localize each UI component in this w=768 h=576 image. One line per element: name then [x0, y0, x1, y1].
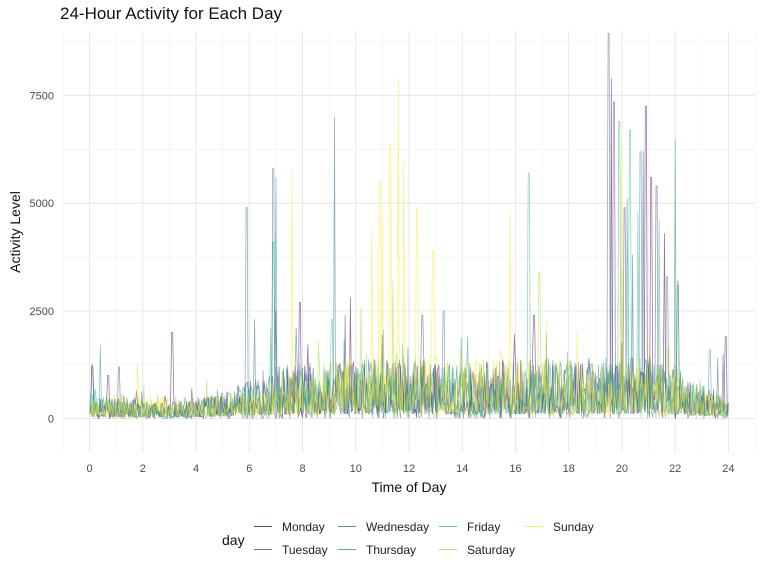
x-tick-label: 12 [403, 463, 415, 475]
legend-key [254, 549, 272, 551]
legend-item-thursday: Thursday [338, 543, 416, 557]
x-tick-label: 0 [87, 463, 93, 475]
legend-label: Friday [467, 520, 501, 534]
legend-label: Thursday [366, 543, 417, 557]
series-lines [89, 32, 729, 419]
legend-label: Monday [282, 520, 325, 534]
legend-label: Sunday [553, 520, 594, 534]
legend-key [439, 526, 457, 528]
x-tick-label: 10 [350, 463, 362, 475]
legend-item-sunday: Sunday [525, 520, 594, 534]
series-line-saturday [89, 267, 729, 419]
legend-label: Saturday [467, 543, 516, 557]
x-tick-label: 14 [456, 463, 468, 475]
legend-key [525, 526, 543, 528]
x-tick-label: 24 [722, 463, 734, 475]
x-tick-label: 6 [246, 463, 252, 475]
y-tick-label: 7500 [30, 91, 54, 103]
legend-key [338, 526, 356, 528]
chart-title: 24-Hour Activity for Each Day [60, 4, 283, 23]
legend-item-tuesday: Tuesday [254, 543, 328, 557]
legend-key [338, 549, 356, 551]
legend-label: Tuesday [282, 543, 328, 557]
legend-label: Wednesday [366, 520, 430, 534]
x-axis-title: Time of Day [372, 479, 447, 495]
x-tick-label: 4 [193, 463, 199, 475]
y-tick-label: 0 [48, 414, 54, 426]
legend-item-monday: Monday [254, 520, 325, 534]
y-tick-label: 5000 [30, 198, 54, 210]
series-line-sunday [89, 78, 729, 419]
legend-key [439, 549, 457, 551]
x-tick-label: 18 [563, 463, 575, 475]
legend-item-wednesday: Wednesday [338, 520, 429, 534]
y-axis-title: Activity Level [7, 191, 23, 273]
series-line-wednesday [89, 32, 729, 419]
y-tick-label: 2500 [30, 306, 54, 318]
x-tick-label: 22 [669, 463, 681, 475]
x-tick-label: 16 [509, 463, 521, 475]
x-tick-label: 2 [140, 463, 146, 475]
legend-item-saturday: Saturday [439, 543, 515, 557]
legend-key [254, 526, 272, 528]
legend-item-friday: Friday [439, 520, 500, 534]
x-tick-label: 20 [616, 463, 628, 475]
legend-title: day [222, 532, 245, 548]
x-tick-label: 8 [299, 463, 305, 475]
